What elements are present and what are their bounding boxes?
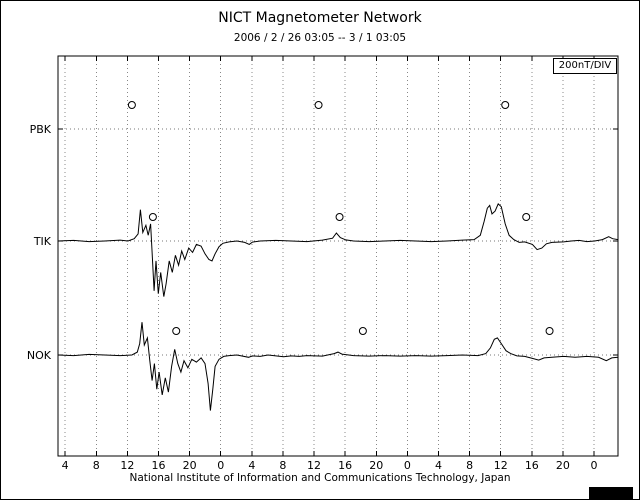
x-tick-label: 16 [151,459,165,472]
plot-title: NICT Magnetometer Network [218,10,422,26]
x-tick-label: 0 [591,459,598,472]
x-tick-label: 4 [62,459,69,472]
daily-marker-circle [127,101,136,109]
station-label: NOK [27,349,52,362]
daily-marker-circle [545,327,554,335]
trace-nok [57,322,619,411]
x-tick-label: 12 [307,459,321,472]
x-tick-label: 4 [435,459,442,472]
x-tick-label: 16 [525,459,539,472]
daily-marker-circle [148,213,157,221]
scale-per-division-label: 200nT/DIV [553,58,617,74]
x-tick-label: 12 [494,459,508,472]
x-tick-label: 12 [120,459,134,472]
daily-marker-circle [522,213,531,221]
x-tick-label: 20 [369,459,383,472]
x-tick-label: 20 [556,459,570,472]
x-tick-label: 8 [93,459,100,472]
station-label: TIK [33,235,52,248]
x-tick-label: 16 [338,459,352,472]
daily-marker-circle [501,101,510,109]
x-tick-label: 20 [183,459,197,472]
station-label: PBK [30,123,52,136]
x-tick-label: 8 [279,459,286,472]
plot-date-range: 2006 / 2 / 26 03:05 -- 3 / 1 03:05 [233,32,407,44]
daily-marker-circle [335,213,344,221]
logo-mark [589,487,633,499]
x-tick-label: 4 [248,459,255,472]
trace-tik [57,203,619,297]
x-tick-label: 0 [404,459,411,472]
x-tick-label: 8 [466,459,473,472]
x-tick-label: 0 [217,459,224,472]
institute-caption: National Institute of Information and Co… [129,472,511,484]
daily-marker-circle [172,327,181,335]
daily-marker-circle [314,101,323,109]
daily-marker-circle [358,327,367,335]
